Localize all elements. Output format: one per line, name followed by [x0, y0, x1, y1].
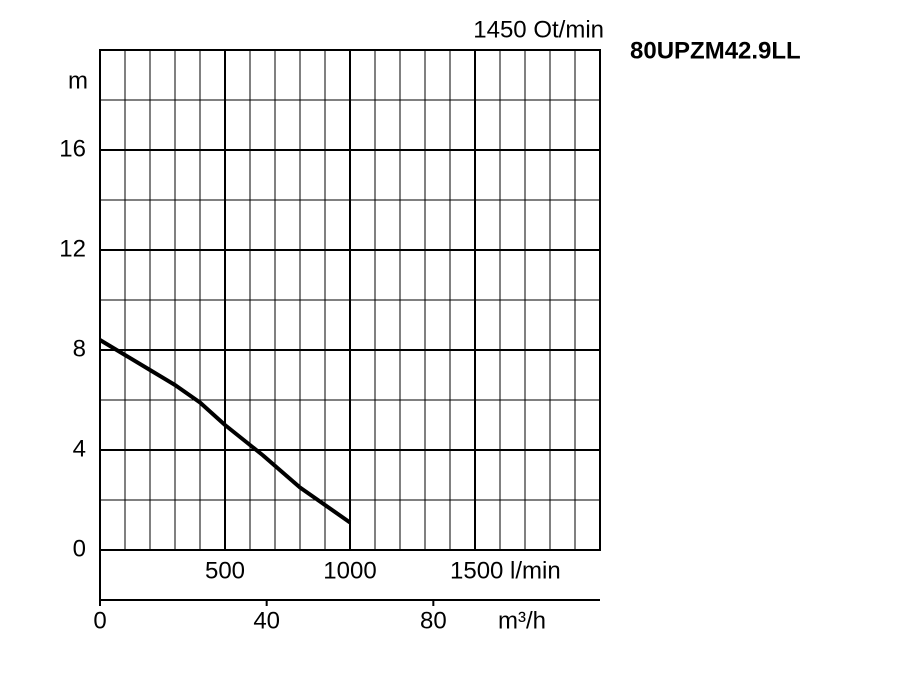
- x-tick-label: 1500 l/min: [450, 557, 561, 584]
- y-tick-label: 0: [73, 535, 86, 562]
- y-tick-label: 8: [73, 335, 86, 362]
- y-tick-label: 12: [59, 235, 86, 262]
- y-tick-label: 16: [59, 135, 86, 162]
- x2-tick-label: 40: [253, 607, 280, 634]
- x-tick-label: 500: [205, 557, 245, 584]
- y-axis-label: m: [68, 67, 88, 94]
- x2-axis-label: m³/h: [498, 607, 546, 634]
- x2-tick-label: 80: [420, 607, 447, 634]
- y-tick-label: 4: [73, 435, 86, 462]
- x2-tick-label: 0: [93, 607, 106, 634]
- chart-title: 1450 Ot/min: [473, 16, 604, 43]
- x-tick-label: 1000: [323, 557, 376, 584]
- model-name: 80UPZM42.9LL: [630, 37, 801, 64]
- pump-curve: [98, 338, 352, 525]
